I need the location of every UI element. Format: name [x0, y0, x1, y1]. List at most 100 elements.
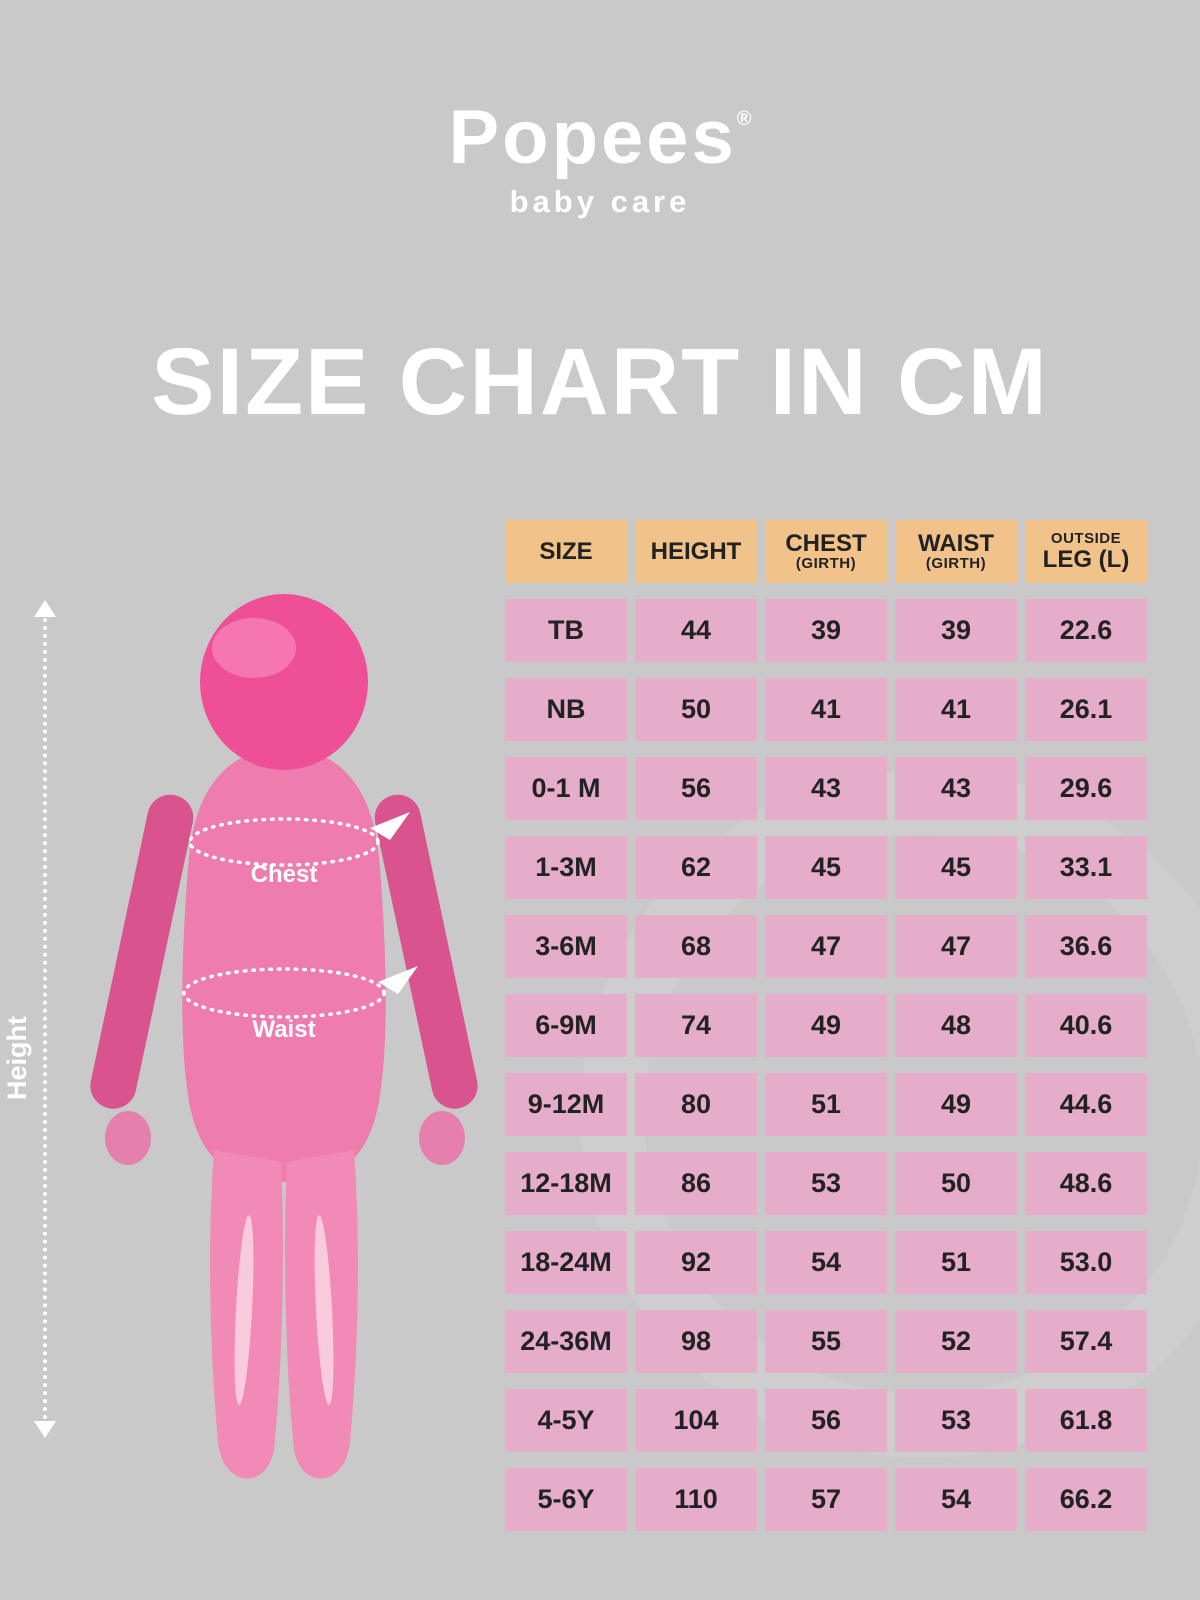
value-cell: 51: [895, 1231, 1017, 1294]
height-label: Height: [2, 1016, 32, 1100]
size-cell: 12-18M: [505, 1152, 627, 1215]
chest-label: Chest: [251, 861, 318, 888]
chest-arrow-icon: [370, 812, 410, 840]
header-cell-waist: WAIST (GIRTH): [895, 520, 1017, 583]
registered-mark: ®: [736, 108, 752, 130]
value-cell: 44: [635, 599, 757, 662]
header-cell-size: SIZE: [505, 520, 627, 583]
value-cell: 57: [765, 1468, 887, 1531]
value-cell: 53: [765, 1152, 887, 1215]
value-cell: 39: [895, 599, 1017, 662]
value-cell: 50: [895, 1152, 1017, 1215]
value-cell: 56: [635, 757, 757, 820]
header-cell-height: HEIGHT: [635, 520, 757, 583]
value-cell: 57.4: [1025, 1310, 1147, 1373]
header-text: OUTSIDE: [1050, 530, 1122, 548]
header-text: SIZE: [539, 537, 593, 565]
value-cell: 86: [635, 1152, 757, 1215]
header-cell-outside-leg: OUTSIDE LEG (L): [1025, 520, 1147, 583]
value-cell: 52: [895, 1310, 1017, 1373]
chest-girth-ellipse: [188, 817, 380, 867]
value-cell: 110: [635, 1468, 757, 1531]
value-cell: 56: [765, 1389, 887, 1452]
head-highlight: [212, 618, 296, 678]
value-cell: 22.6: [1025, 599, 1147, 662]
value-cell: 53: [895, 1389, 1017, 1452]
header-text: LEG (L): [1042, 545, 1130, 573]
size-table: SIZE HEIGHT CHEST (GIRTH) WAIST (GIRTH) OUTSID…: [505, 520, 1147, 1531]
value-cell: 45: [895, 836, 1017, 899]
right-hand: [419, 1111, 465, 1165]
page-title: SIZE CHART IN CM: [151, 329, 1049, 435]
value-cell: 104: [635, 1389, 757, 1452]
baby-figure-svg: Chest Waist: [90, 594, 478, 1479]
value-cell: 51: [765, 1073, 887, 1136]
value-cell: 45: [765, 836, 887, 899]
right-leg-highlight: [314, 1215, 334, 1405]
value-cell: 36.6: [1025, 915, 1147, 978]
value-cell: 49: [895, 1073, 1017, 1136]
header-text: WAIST: [918, 530, 994, 558]
size-cell: 1-3M: [505, 836, 627, 899]
header-cell-chest: CHEST (GIRTH): [765, 520, 887, 583]
header-text: (GIRTH): [795, 555, 857, 573]
value-cell: 98: [635, 1310, 757, 1373]
header-text: HEIGHT: [650, 537, 742, 565]
height-axis: [34, 600, 56, 1438]
brand-logo: Popees® baby care: [0, 100, 1200, 220]
value-cell: 61.8: [1025, 1389, 1147, 1452]
value-cell: 48: [895, 994, 1017, 1057]
value-cell: 33.1: [1025, 836, 1147, 899]
value-cell: 29.6: [1025, 757, 1147, 820]
value-cell: 62: [635, 836, 757, 899]
value-cell: 43: [765, 757, 887, 820]
value-cell: 48.6: [1025, 1152, 1147, 1215]
value-cell: 49: [765, 994, 887, 1057]
value-cell: 41: [895, 678, 1017, 741]
head: [200, 594, 368, 770]
left-arm: [90, 794, 194, 1109]
size-cell: 18-24M: [505, 1231, 627, 1294]
right-arm: [374, 794, 478, 1109]
header-text: CHEST: [785, 530, 867, 558]
value-cell: 41: [765, 678, 887, 741]
left-hand: [105, 1111, 151, 1165]
value-cell: 44.6: [1025, 1073, 1147, 1136]
arrow-up-icon: [34, 600, 56, 617]
size-cell: 24-36M: [505, 1310, 627, 1373]
left-leg-highlight: [234, 1215, 254, 1405]
value-cell: 54: [895, 1468, 1017, 1531]
size-cell: 4-5Y: [505, 1389, 627, 1452]
value-cell: 92: [635, 1231, 757, 1294]
value-cell: 39: [765, 599, 887, 662]
waist-girth-ellipse: [182, 967, 386, 1019]
baby-figure: Chest Waist: [62, 590, 507, 1528]
value-cell: 50: [635, 678, 757, 741]
brand-tagline: baby care: [509, 184, 691, 219]
value-cell: 40.6: [1025, 994, 1147, 1057]
value-cell: 43: [895, 757, 1017, 820]
value-cell: 53.0: [1025, 1231, 1147, 1294]
height-dotted-line: [43, 610, 47, 1428]
value-cell: 66.2: [1025, 1468, 1147, 1531]
torso: [182, 748, 386, 1182]
size-cell: 0-1 M: [505, 757, 627, 820]
value-cell: 55: [765, 1310, 887, 1373]
value-cell: 54: [765, 1231, 887, 1294]
arrow-down-icon: [34, 1421, 56, 1438]
header-text: (GIRTH): [925, 555, 987, 573]
size-cell: 5-6Y: [505, 1468, 627, 1531]
size-cell: TB: [505, 599, 627, 662]
waist-arrow-icon: [378, 966, 418, 994]
size-cell: 3-6M: [505, 915, 627, 978]
brand-name: Popees: [448, 95, 737, 180]
value-cell: 80: [635, 1073, 757, 1136]
waist-label: Waist: [252, 1016, 315, 1043]
size-cell: 9-12M: [505, 1073, 627, 1136]
value-cell: 47: [765, 915, 887, 978]
value-cell: 26.1: [1025, 678, 1147, 741]
size-cell: NB: [505, 678, 627, 741]
value-cell: 74: [635, 994, 757, 1057]
value-cell: 68: [635, 915, 757, 978]
